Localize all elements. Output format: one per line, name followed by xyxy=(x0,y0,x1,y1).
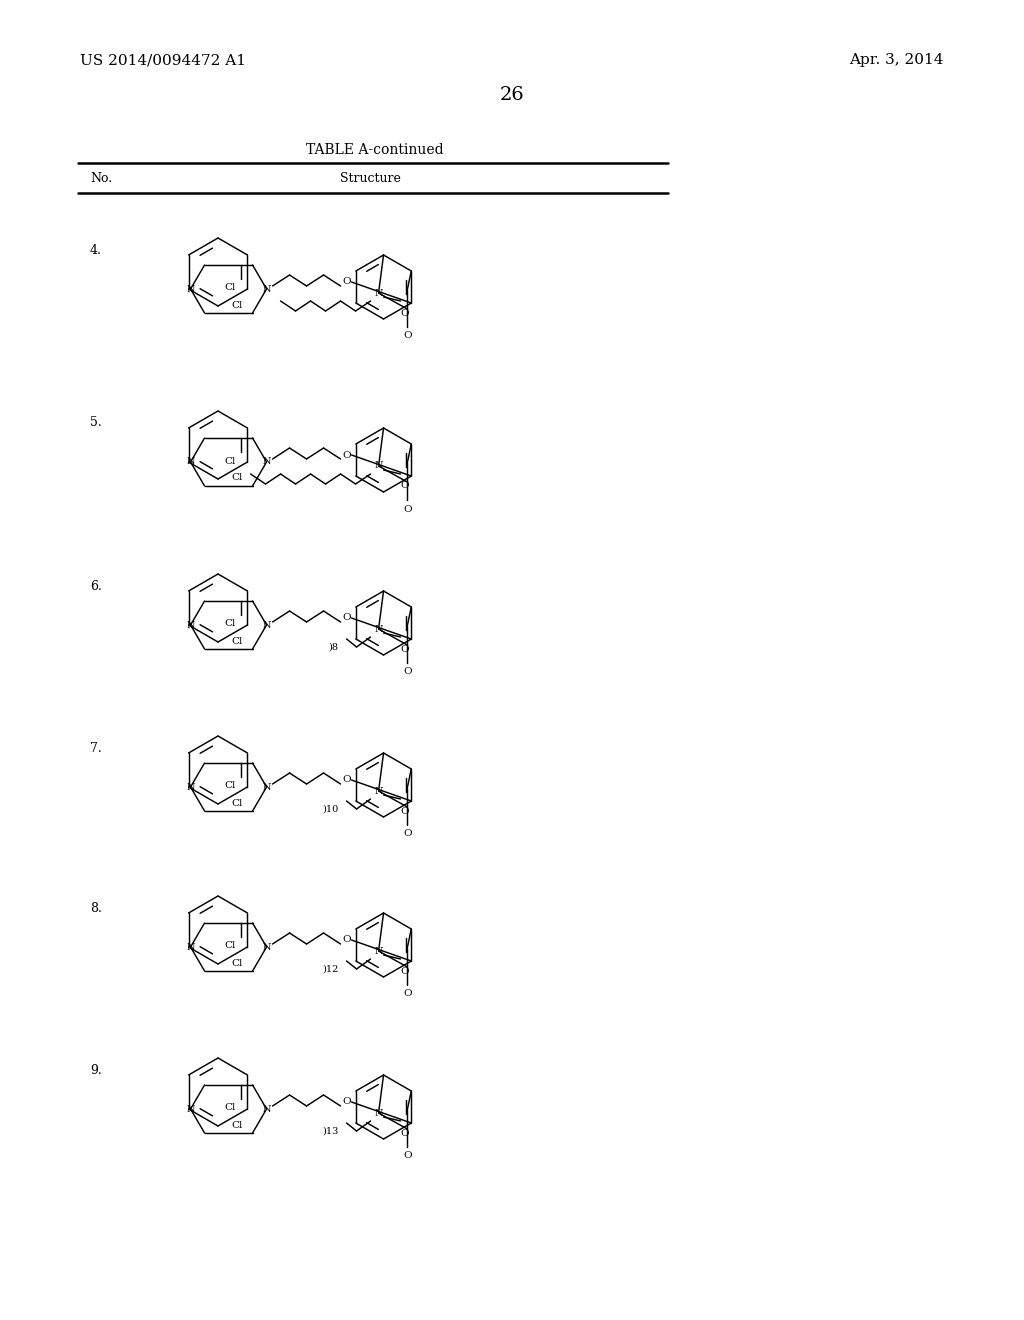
Text: N: N xyxy=(186,942,195,952)
Text: N: N xyxy=(375,787,383,796)
Text: O: O xyxy=(403,504,412,513)
Text: N: N xyxy=(375,462,383,470)
Text: N: N xyxy=(262,620,270,630)
Text: )12: )12 xyxy=(323,965,339,974)
Text: O: O xyxy=(403,668,412,676)
Text: Cl: Cl xyxy=(224,619,236,628)
Text: N: N xyxy=(262,458,270,466)
Text: 6.: 6. xyxy=(90,579,101,593)
Text: O: O xyxy=(403,990,412,998)
Text: Cl: Cl xyxy=(224,781,236,791)
Text: 9.: 9. xyxy=(90,1064,101,1077)
Text: N: N xyxy=(262,1105,270,1114)
Text: TABLE A-continued: TABLE A-continued xyxy=(306,143,443,157)
Text: No.: No. xyxy=(90,172,112,185)
Text: N: N xyxy=(186,620,195,630)
Text: )8: )8 xyxy=(329,643,339,652)
Text: O: O xyxy=(342,450,351,459)
Text: 4.: 4. xyxy=(90,243,101,256)
Text: O: O xyxy=(400,807,409,816)
Text: O: O xyxy=(400,482,409,491)
Text: O: O xyxy=(342,936,351,945)
Text: N: N xyxy=(375,289,383,297)
Text: O: O xyxy=(400,309,409,318)
Text: O: O xyxy=(342,614,351,623)
Text: Cl: Cl xyxy=(231,636,243,645)
Text: Cl: Cl xyxy=(231,958,243,968)
Text: Cl: Cl xyxy=(224,941,236,950)
Text: N: N xyxy=(262,783,270,792)
Text: Apr. 3, 2014: Apr. 3, 2014 xyxy=(850,53,944,67)
Text: 5.: 5. xyxy=(90,417,101,429)
Text: N: N xyxy=(186,285,195,293)
Text: N: N xyxy=(375,946,383,956)
Text: N: N xyxy=(262,942,270,952)
Text: Cl: Cl xyxy=(231,301,243,309)
Text: )13: )13 xyxy=(323,1126,339,1135)
Text: N: N xyxy=(186,458,195,466)
Text: O: O xyxy=(400,1129,409,1138)
Text: N: N xyxy=(375,1109,383,1118)
Text: Cl: Cl xyxy=(224,457,236,466)
Text: 8.: 8. xyxy=(90,902,101,915)
Text: O: O xyxy=(403,1151,412,1160)
Text: Cl: Cl xyxy=(231,799,243,808)
Text: N: N xyxy=(186,783,195,792)
Text: Cl: Cl xyxy=(231,1121,243,1130)
Text: O: O xyxy=(342,277,351,286)
Text: O: O xyxy=(400,644,409,653)
Text: N: N xyxy=(186,1105,195,1114)
Text: Cl: Cl xyxy=(231,474,243,483)
Text: Cl: Cl xyxy=(224,1104,236,1113)
Text: 7.: 7. xyxy=(90,742,101,755)
Text: O: O xyxy=(342,1097,351,1106)
Text: O: O xyxy=(400,966,409,975)
Text: )10: )10 xyxy=(323,804,339,813)
Text: 26: 26 xyxy=(500,86,524,104)
Text: US 2014/0094472 A1: US 2014/0094472 A1 xyxy=(80,53,246,67)
Text: Cl: Cl xyxy=(224,284,236,293)
Text: Structure: Structure xyxy=(340,172,400,185)
Text: N: N xyxy=(262,285,270,293)
Text: N: N xyxy=(375,624,383,634)
Text: O: O xyxy=(342,776,351,784)
Text: O: O xyxy=(403,331,412,341)
Text: O: O xyxy=(403,829,412,838)
